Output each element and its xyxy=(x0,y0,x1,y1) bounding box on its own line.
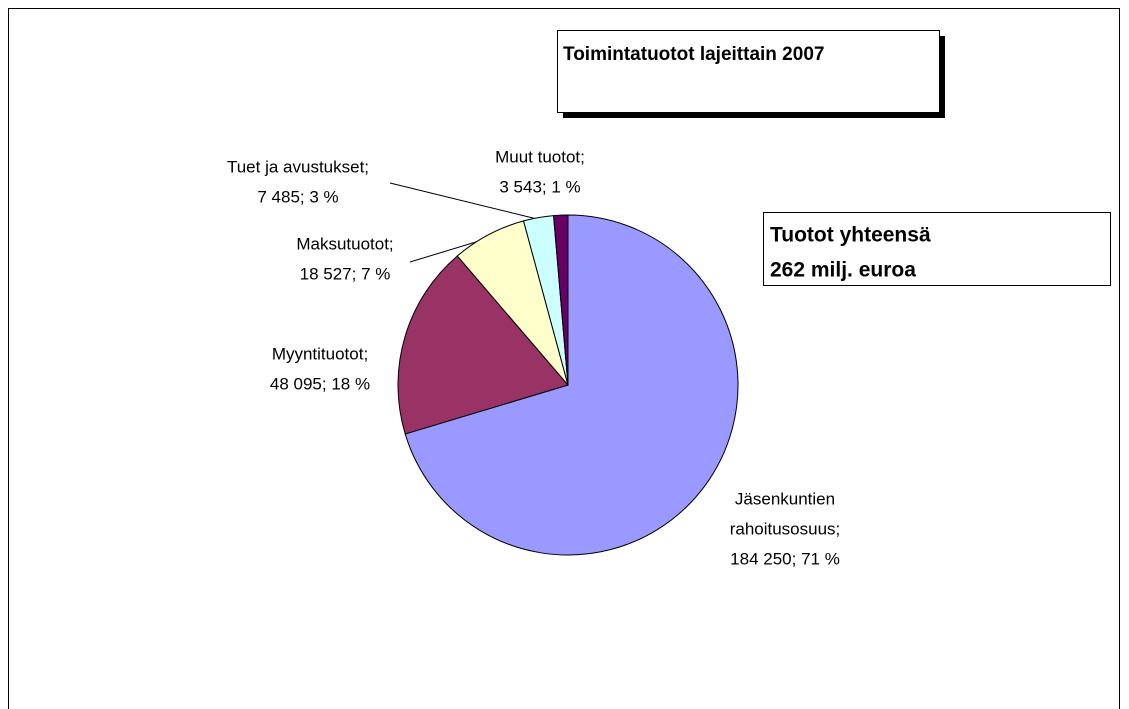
total-line: 262 milj. euroa xyxy=(770,259,916,282)
total-box xyxy=(763,212,1111,286)
pie-slice xyxy=(404,214,739,556)
pie-slice xyxy=(397,255,569,435)
slice-label: Maksutuotot; xyxy=(296,234,393,253)
slice-label: Tuet ja avustukset; xyxy=(227,157,369,176)
slice-label: 184 250; 71 % xyxy=(730,549,840,568)
slice-label: 3 543; 1 % xyxy=(499,177,580,196)
slice-label: rahoitusosuus; xyxy=(730,519,841,538)
total-line: Tuotot yhteensä xyxy=(770,224,931,247)
slice-label: Jäsenkuntien xyxy=(735,489,835,508)
slice-label: Muut tuotot; xyxy=(495,147,585,166)
title-box xyxy=(557,30,940,113)
leader-line xyxy=(389,182,538,220)
pie-slice xyxy=(553,214,569,386)
slice-label: Myyntituotot; xyxy=(272,344,368,363)
slice-label: 7 485; 3 % xyxy=(257,187,338,206)
slice-label: 48 095; 18 % xyxy=(270,374,370,393)
chart-title: Toimintatuotot lajeittain 2007 xyxy=(563,44,824,65)
slice-label: 18 527; 7 % xyxy=(300,264,391,283)
